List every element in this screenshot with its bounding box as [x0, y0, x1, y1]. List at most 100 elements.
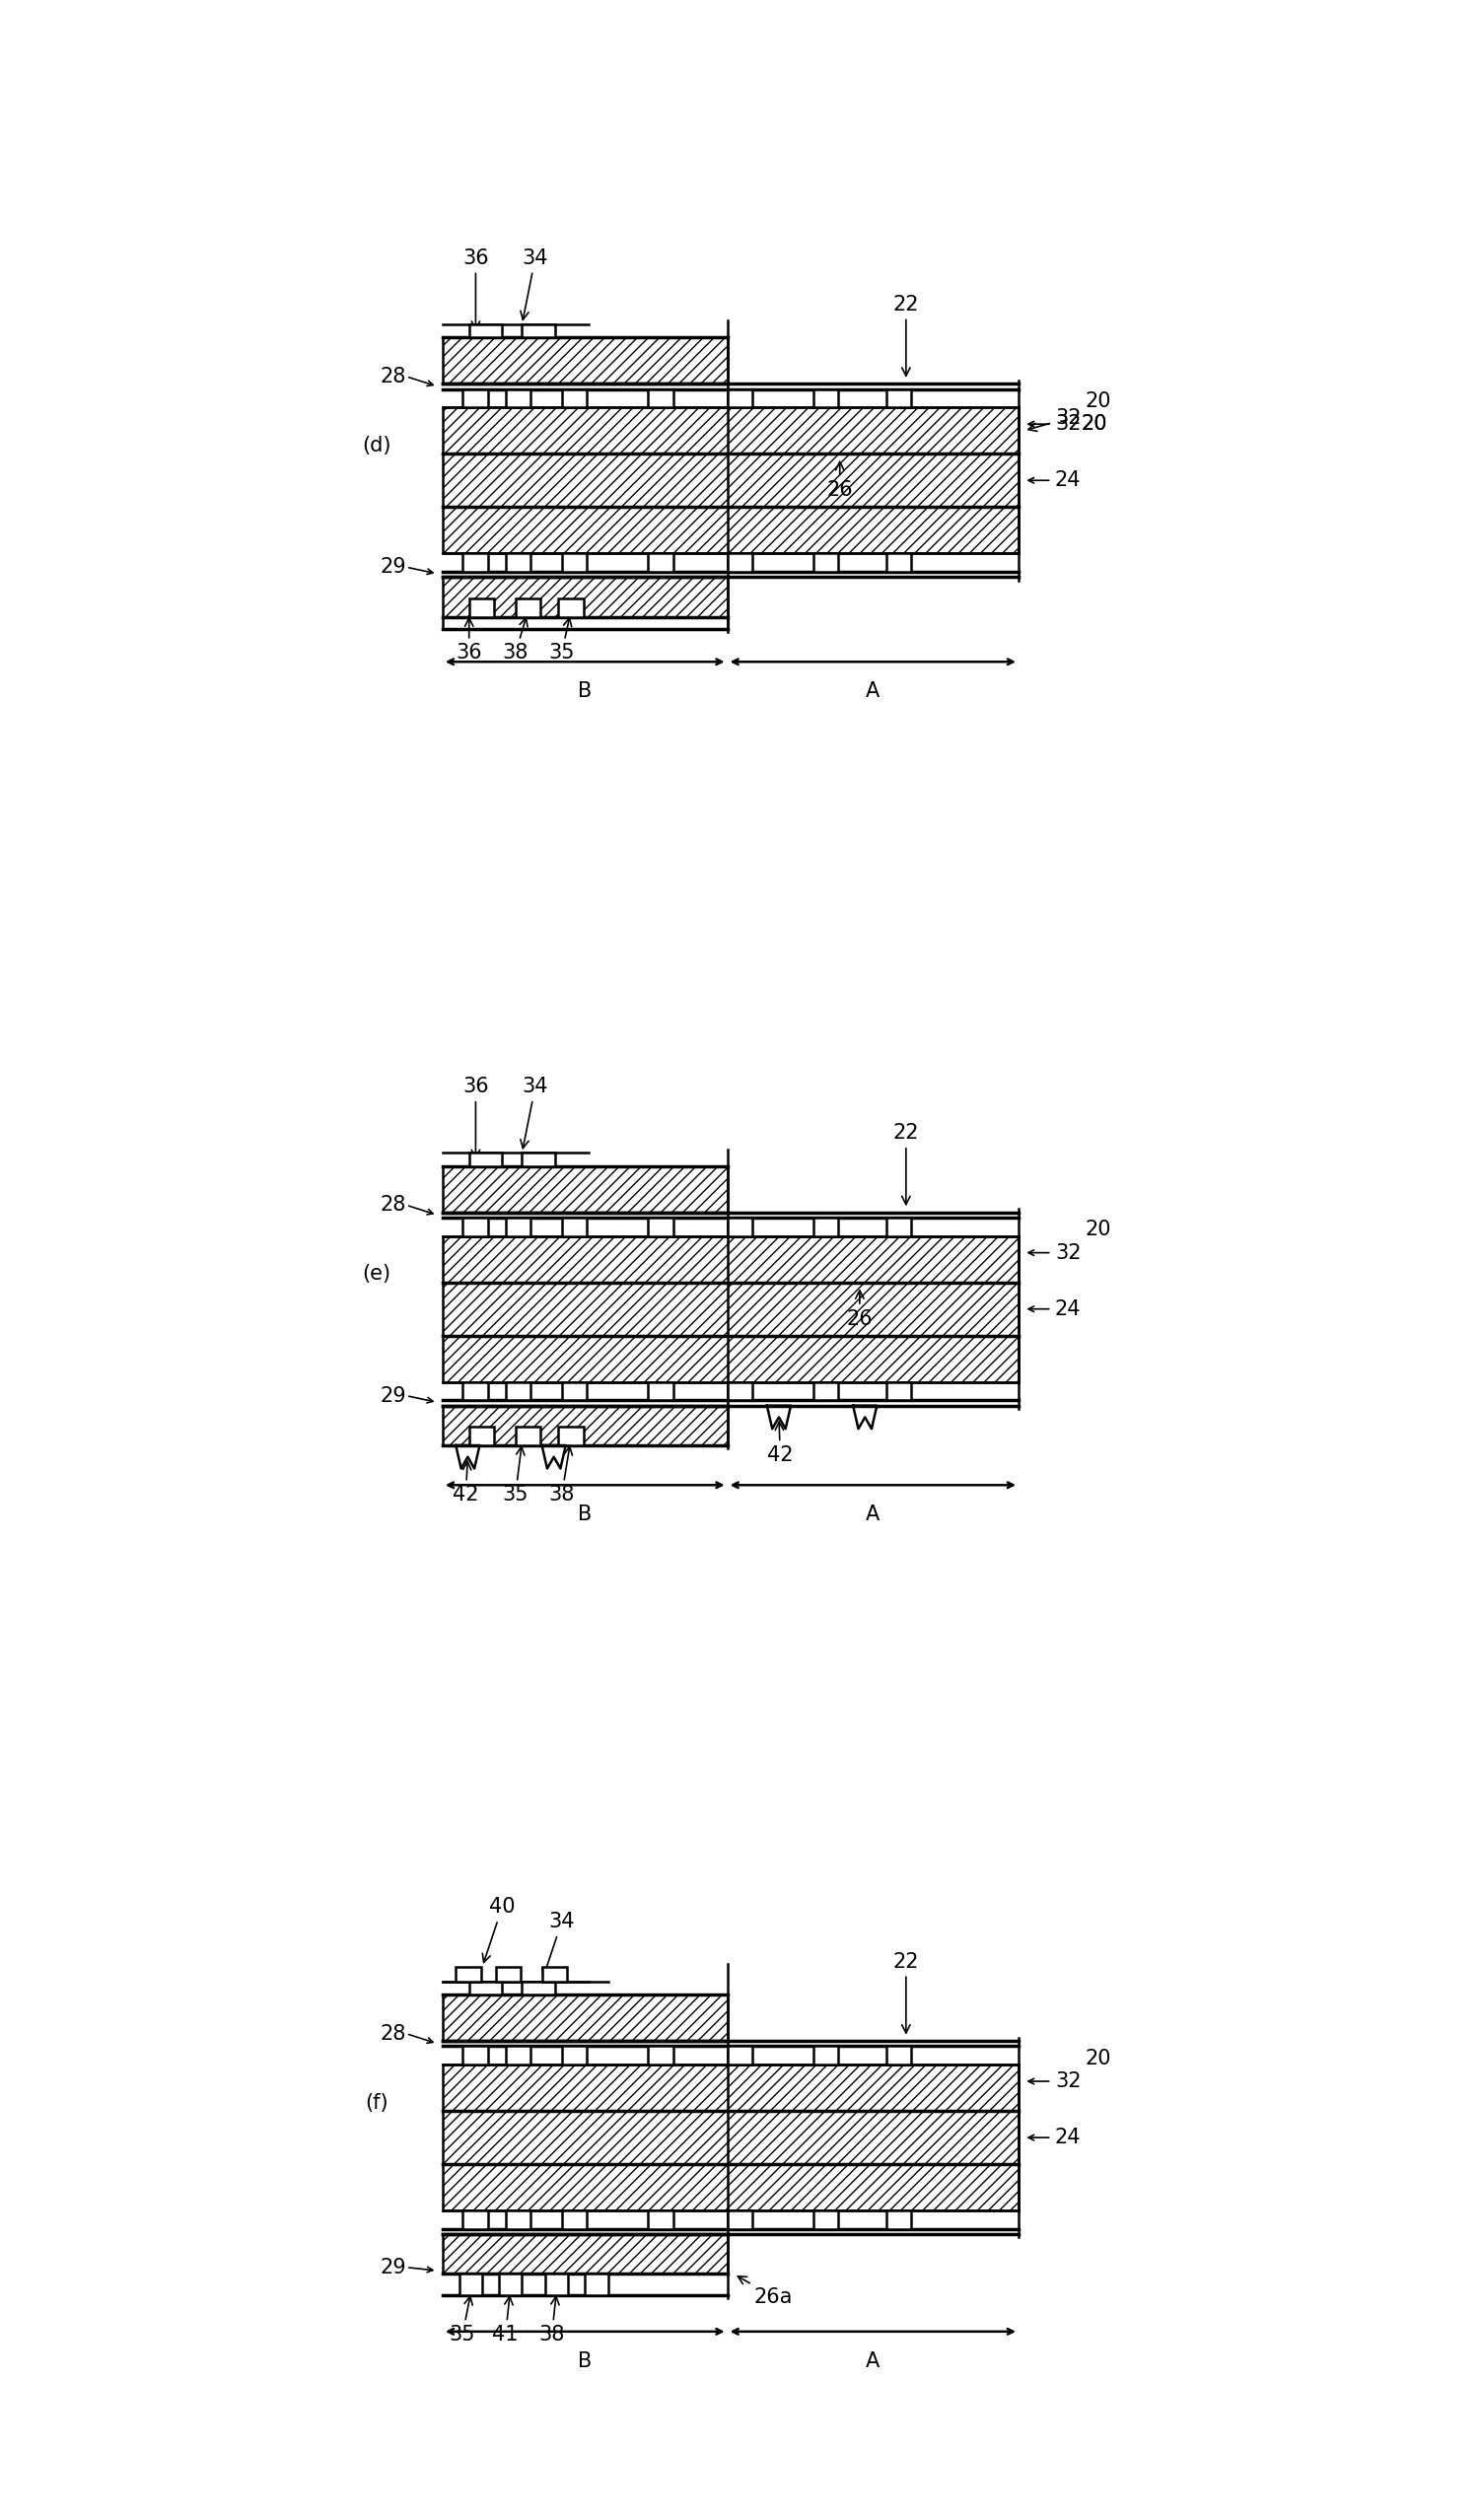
Text: (e): (e): [361, 1265, 391, 1283]
Bar: [727, 388, 752, 408]
Bar: [443, 617, 727, 627]
Bar: [561, 2210, 586, 2228]
Bar: [647, 1381, 672, 1401]
Text: 28: 28: [381, 2024, 406, 2044]
Bar: [886, 2210, 911, 2228]
Bar: [813, 2046, 838, 2064]
Bar: [727, 2046, 752, 2064]
Bar: [462, 2210, 487, 2228]
Text: 38: 38: [539, 2296, 564, 2344]
Text: 42: 42: [767, 1421, 794, 1464]
Text: 34: 34: [520, 247, 548, 320]
Bar: [443, 1996, 727, 2041]
Bar: [561, 554, 586, 572]
Bar: [443, 454, 1019, 507]
Bar: [462, 1217, 487, 1237]
Bar: [443, 1283, 1019, 1336]
Bar: [499, 2273, 521, 2296]
Bar: [515, 597, 541, 617]
Text: 26: 26: [826, 461, 853, 499]
Text: 26a: 26a: [738, 2276, 792, 2306]
Bar: [469, 597, 495, 617]
Bar: [469, 1152, 502, 1167]
Bar: [469, 325, 502, 338]
Bar: [886, 1217, 911, 1237]
Bar: [443, 338, 727, 383]
Bar: [462, 388, 487, 408]
Text: A: A: [866, 2351, 880, 2371]
Bar: [561, 2046, 586, 2064]
Text: 38: 38: [502, 617, 529, 663]
Bar: [443, 1406, 727, 1446]
Bar: [647, 2046, 672, 2064]
Text: 36: 36: [462, 1076, 489, 1159]
Text: 28: 28: [381, 1194, 406, 1215]
Text: B: B: [578, 2351, 592, 2371]
Bar: [647, 388, 672, 408]
Bar: [886, 554, 911, 572]
Text: 32: 32: [1028, 408, 1081, 431]
Text: 32: 32: [1054, 413, 1081, 433]
Bar: [459, 2273, 483, 2296]
Bar: [443, 1167, 727, 1212]
Bar: [462, 554, 487, 572]
Bar: [521, 325, 555, 338]
Bar: [542, 1966, 567, 1981]
Text: 34: 34: [542, 1913, 575, 1978]
Text: 42: 42: [453, 1462, 478, 1504]
Bar: [558, 1426, 584, 1446]
Bar: [496, 1966, 521, 1981]
Text: 38: 38: [549, 1446, 575, 1504]
Text: B: B: [578, 1504, 592, 1525]
Bar: [886, 2046, 911, 2064]
Bar: [462, 1381, 487, 1401]
Bar: [561, 1381, 586, 1401]
Bar: [505, 2046, 530, 2064]
Text: 24: 24: [1054, 2127, 1081, 2147]
Bar: [443, 1336, 1019, 1381]
Bar: [505, 554, 530, 572]
Bar: [813, 1217, 838, 1237]
Bar: [813, 554, 838, 572]
Bar: [561, 1217, 586, 1237]
Text: 35: 35: [449, 2296, 475, 2344]
Bar: [443, 2064, 1019, 2112]
Text: 20: 20: [1084, 1220, 1111, 1240]
Text: 35: 35: [502, 1446, 529, 1504]
Text: 20: 20: [1081, 413, 1108, 433]
Bar: [456, 1966, 481, 1981]
Text: 28: 28: [381, 365, 406, 386]
Bar: [505, 388, 530, 408]
Text: 22: 22: [893, 1124, 920, 1205]
Text: 34: 34: [520, 1076, 548, 1149]
Bar: [813, 388, 838, 408]
Text: 36: 36: [462, 247, 489, 330]
Bar: [443, 408, 1019, 454]
Bar: [521, 1981, 555, 1996]
Text: 24: 24: [1054, 471, 1081, 491]
Bar: [443, 2165, 1019, 2210]
Bar: [505, 1381, 530, 1401]
Bar: [813, 1381, 838, 1401]
Bar: [813, 2210, 838, 2228]
Text: 24: 24: [1054, 1300, 1081, 1318]
Bar: [647, 2210, 672, 2228]
Bar: [505, 1217, 530, 1237]
Bar: [727, 1381, 752, 1401]
Text: 29: 29: [379, 1386, 406, 1406]
Bar: [469, 1426, 495, 1446]
Text: 22: 22: [893, 295, 920, 375]
Text: B: B: [578, 683, 592, 701]
Text: 41: 41: [492, 2296, 518, 2344]
Text: 22: 22: [893, 1950, 920, 2034]
Bar: [443, 2235, 727, 2273]
Bar: [886, 388, 911, 408]
Bar: [505, 2210, 530, 2228]
Bar: [647, 554, 672, 572]
Text: 26: 26: [847, 1290, 872, 1328]
Bar: [558, 597, 584, 617]
Bar: [886, 1381, 911, 1401]
Text: A: A: [866, 1504, 880, 1525]
Bar: [521, 1152, 555, 1167]
Bar: [585, 2273, 609, 2296]
